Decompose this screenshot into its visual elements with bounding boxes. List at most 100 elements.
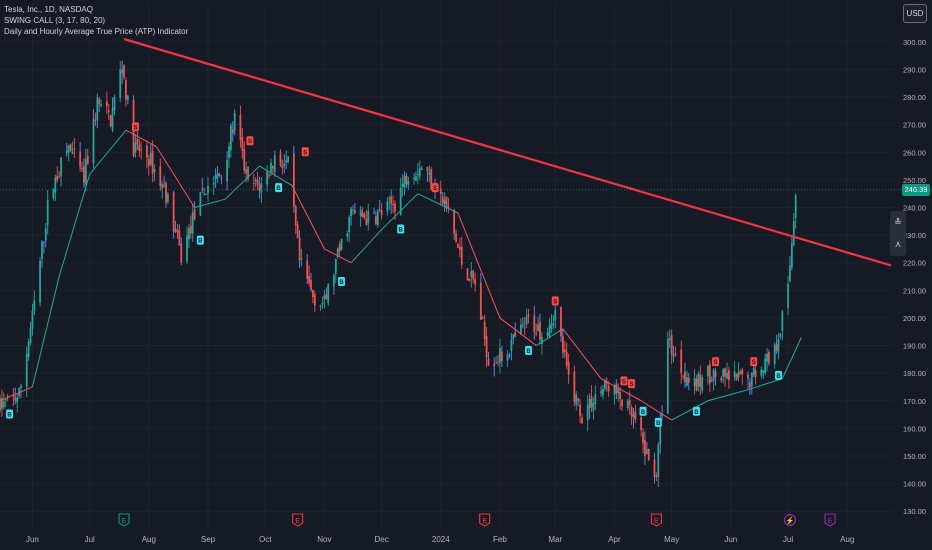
candle <box>443 192 446 212</box>
candle <box>495 356 498 364</box>
candle-body <box>189 225 192 234</box>
candle <box>98 97 101 113</box>
x-tick-label: Mar <box>548 535 562 544</box>
sell-signal-marker <box>628 379 636 389</box>
candle-body <box>521 324 524 326</box>
candle <box>523 317 526 335</box>
candle <box>27 338 30 361</box>
candle <box>512 333 515 345</box>
symbol-title[interactable]: Tesla, Inc., 1D, NASDAQ <box>4 5 93 14</box>
time-axis[interactable]: Jun Jul Aug Sep Oct Nov Dec 2024 Feb Mar Apr May Jun… <box>26 535 854 544</box>
candle-body <box>674 353 677 355</box>
candle-body <box>605 381 608 385</box>
candle-body <box>229 125 232 151</box>
indicator-swing-call[interactable]: SWING CALL (3, 17, 80, 20) <box>4 16 106 25</box>
candle <box>710 376 713 382</box>
candlestick-series <box>0 60 797 488</box>
candle-body <box>245 169 248 174</box>
candle-body <box>640 417 643 430</box>
candle-body <box>399 187 402 216</box>
candle <box>138 138 141 158</box>
candle <box>325 287 328 300</box>
candle-body <box>573 371 576 402</box>
candle-body <box>560 306 562 337</box>
y-tick-label: 260.00 <box>903 148 926 157</box>
candle-body <box>285 160 288 163</box>
candle <box>768 349 770 366</box>
candle-body <box>455 233 457 242</box>
candle <box>682 374 685 380</box>
candle <box>153 164 156 182</box>
candle <box>39 257 41 307</box>
candle-body <box>174 229 177 232</box>
candle-body <box>16 397 19 403</box>
candle-body <box>563 349 566 352</box>
candle <box>363 212 366 220</box>
candle <box>388 195 391 211</box>
candle-body <box>29 328 32 344</box>
candle <box>218 172 221 177</box>
atp-segment <box>640 400 672 421</box>
candle-body <box>712 369 715 381</box>
candle-body <box>81 167 83 169</box>
candle-body <box>41 241 43 259</box>
currency-button[interactable]: USD <box>903 4 927 23</box>
candle <box>499 338 501 374</box>
candle-body <box>710 380 713 382</box>
candle <box>560 306 562 343</box>
candle <box>361 206 364 218</box>
candle-body <box>256 180 259 185</box>
candle-body <box>226 160 228 182</box>
trendline[interactable] <box>123 37 892 267</box>
earnings-icon <box>824 513 836 527</box>
candle-body <box>546 332 549 336</box>
indicator-atp[interactable]: Daily and Hourly Average True Price (ATP… <box>4 27 189 36</box>
candle-body <box>405 176 408 185</box>
atp-segment <box>781 337 802 379</box>
candle-body <box>794 195 797 218</box>
candle <box>123 64 125 80</box>
sell-signal-label: S <box>303 150 307 156</box>
buy-signal-marker <box>275 183 283 193</box>
price-axis[interactable]: 130.00 140.00 150.00 160.00 170.00 180.00 190.… <box>903 38 926 516</box>
atp-line <box>0 129 802 421</box>
candle <box>403 171 406 196</box>
candle <box>634 404 637 424</box>
buy-signal-marker <box>6 409 14 419</box>
candle <box>14 387 17 405</box>
candle-body <box>615 384 618 393</box>
log-scale-icon[interactable]: ⋏ <box>894 239 902 249</box>
candle-body <box>350 208 352 216</box>
candle-body <box>470 271 473 278</box>
candle-body <box>741 369 744 375</box>
candle <box>319 304 322 311</box>
candle-body <box>659 420 662 445</box>
candle-body <box>374 216 377 224</box>
buy-signal-label: B <box>526 349 531 355</box>
candle-body <box>279 152 282 166</box>
atp-segment <box>535 328 564 346</box>
candle-body <box>666 339 669 414</box>
candle <box>686 370 688 387</box>
sell-signal-marker <box>246 136 254 146</box>
candle-body <box>247 166 249 180</box>
x-tick-label: Jul <box>783 535 793 544</box>
candle-body <box>346 233 349 237</box>
buy-signal: B <box>692 406 700 416</box>
candle-body <box>268 174 270 176</box>
candle <box>579 398 581 424</box>
candle-body <box>327 284 330 304</box>
candle-body <box>714 370 717 377</box>
event-label: E <box>828 518 833 525</box>
atp-segment <box>671 400 709 421</box>
candle <box>630 404 633 425</box>
candle-body <box>321 302 324 305</box>
buy-signal: B <box>654 417 662 427</box>
candle-body <box>567 361 570 375</box>
candle-body <box>65 150 68 154</box>
candle-body <box>258 184 261 191</box>
auto-scale-icon[interactable]: ≛ <box>894 217 902 227</box>
candle <box>541 331 543 355</box>
buy-signal-label: B <box>339 280 344 286</box>
